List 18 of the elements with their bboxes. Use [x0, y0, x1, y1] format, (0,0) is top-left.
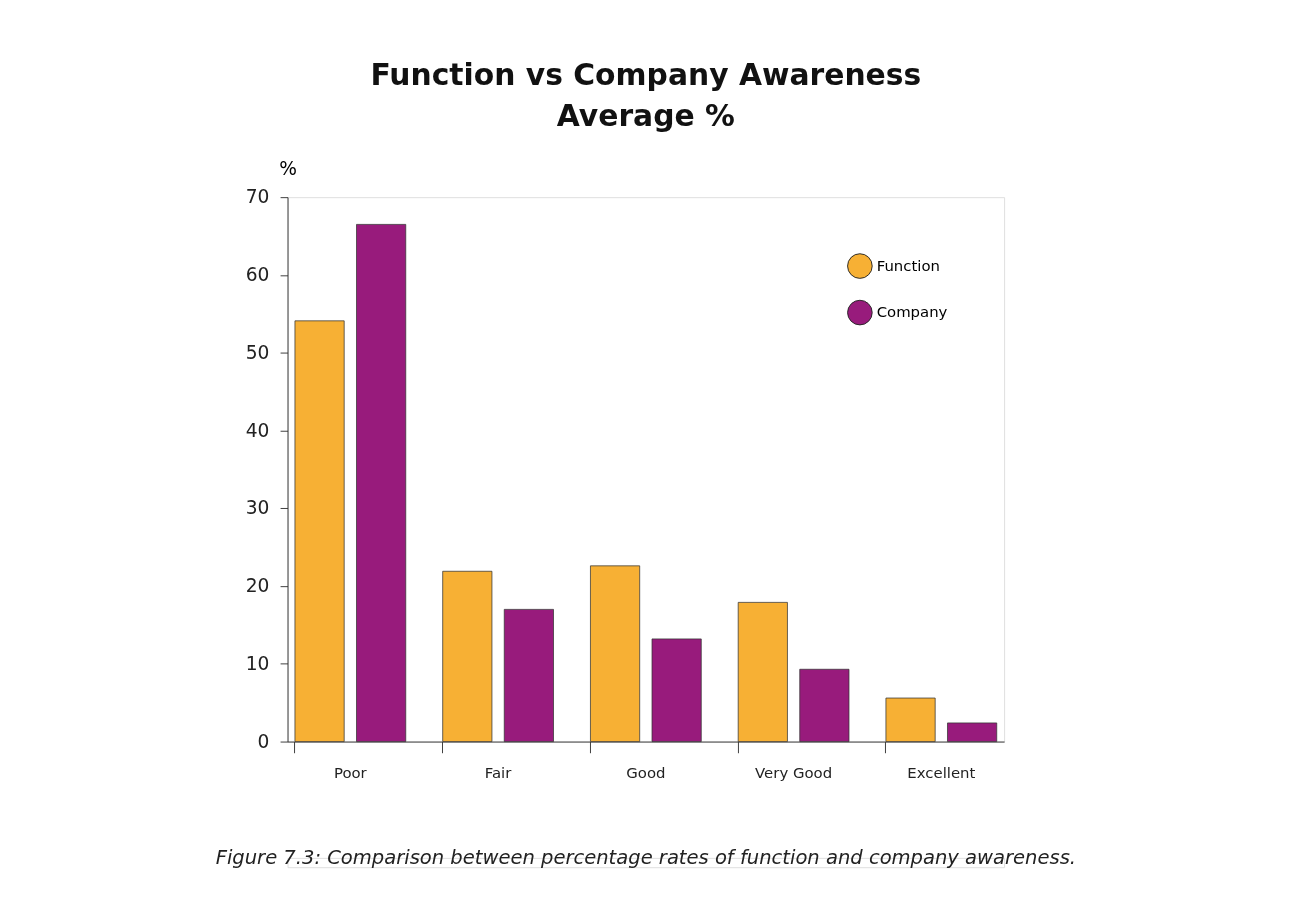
- y-tick-label: 20: [245, 575, 270, 597]
- x-tick-label: Good: [626, 764, 666, 783]
- y-tick-label: 10: [245, 652, 270, 674]
- chart-title: Function vs Company Awareness Average %: [370, 56, 922, 133]
- y-tick-label: 0: [257, 730, 270, 752]
- x-tick-label: Fair: [484, 764, 513, 783]
- x-tick-label: Very Good: [755, 764, 833, 783]
- y-axis-title: %: [279, 158, 297, 180]
- x-tick-label: Poor: [333, 764, 368, 783]
- legend-label: Company: [876, 303, 948, 322]
- caption: Figure 7.3: Comparison between percentage rates of function and company awareness.: [215, 845, 1077, 869]
- y-tick-label: 50: [245, 341, 270, 363]
- x-tick-label: Excellent: [907, 764, 976, 783]
- y-tick-label: 70: [245, 186, 270, 208]
- y-tick-label: 60: [245, 264, 270, 286]
- legend-label: Function: [876, 256, 940, 275]
- y-tick-label: 30: [245, 497, 270, 519]
- y-tick-label: 40: [245, 419, 270, 441]
